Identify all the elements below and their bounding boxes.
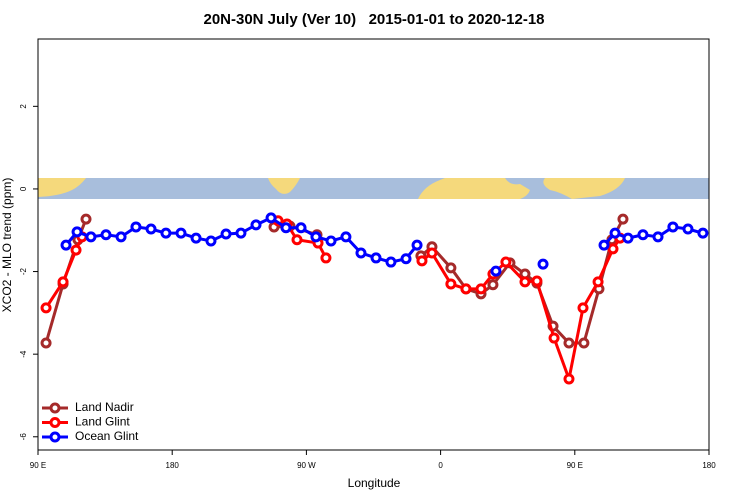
- legend-marker: [49, 431, 61, 443]
- chart-title: 20N-30N July (Ver 10) 2015-01-01 to 2020…: [203, 11, 544, 28]
- point: [130, 221, 142, 233]
- y-axis-label: XCO2 - MLO trend (ppm): [0, 178, 14, 313]
- x-tick-label: 0: [438, 461, 443, 470]
- point: [667, 221, 679, 233]
- point: [598, 239, 610, 251]
- point: [531, 275, 543, 287]
- point: [500, 256, 512, 268]
- point: [592, 276, 604, 288]
- point: [80, 213, 92, 225]
- point: [697, 227, 709, 239]
- point: [40, 302, 52, 314]
- point: [622, 232, 634, 244]
- point: [385, 256, 397, 268]
- point: [220, 228, 232, 240]
- point: [445, 278, 457, 290]
- point: [609, 227, 621, 239]
- point: [115, 231, 127, 243]
- point: [291, 234, 303, 246]
- point: [445, 262, 457, 274]
- point: [280, 222, 292, 234]
- point: [145, 223, 157, 235]
- point: [295, 222, 307, 234]
- legend-marker: [49, 417, 61, 428]
- point: [310, 231, 322, 243]
- point: [416, 255, 428, 267]
- point: [682, 223, 694, 235]
- point: [60, 239, 72, 251]
- point: [355, 247, 367, 259]
- y-tick-label: 2: [19, 104, 28, 109]
- x-tick-label: 90 E: [567, 461, 583, 470]
- x-tick-label: 180: [702, 461, 716, 470]
- point: [325, 235, 337, 247]
- point: [370, 252, 382, 264]
- point: [40, 337, 52, 349]
- x-axis-label: Longitude: [348, 476, 401, 490]
- y-tick-label: 0: [19, 186, 28, 191]
- point: [460, 283, 472, 295]
- point: [652, 231, 664, 243]
- point: [475, 283, 487, 295]
- legend-marker: [49, 402, 61, 414]
- y-tick-label: -4: [19, 350, 28, 358]
- point: [519, 276, 531, 288]
- x-tick-label: 90 E: [30, 461, 46, 470]
- point: [71, 226, 83, 238]
- point: [340, 231, 352, 243]
- point: [320, 252, 332, 264]
- point: [411, 239, 423, 251]
- point: [250, 219, 262, 231]
- y-tick-label: -2: [19, 267, 28, 275]
- point: [205, 235, 217, 247]
- x-tick-label: 180: [166, 461, 180, 470]
- y-tick-label: -6: [19, 433, 28, 441]
- point: [563, 373, 575, 385]
- point: [160, 227, 172, 239]
- plot-frame: [37, 38, 710, 451]
- point: [487, 279, 499, 291]
- point: [548, 332, 560, 344]
- legend-label: Land Nadir: [75, 400, 134, 414]
- point: [563, 337, 575, 349]
- point: [578, 337, 590, 349]
- point: [400, 253, 412, 265]
- legend-label: Land Glint: [75, 415, 130, 429]
- point: [617, 213, 629, 225]
- point: [190, 232, 202, 244]
- point: [577, 302, 589, 314]
- point: [175, 227, 187, 239]
- point: [607, 243, 619, 255]
- point: [537, 258, 549, 270]
- point: [265, 212, 277, 224]
- x-tick-label: 90 W: [297, 461, 316, 470]
- map-strip: [38, 178, 709, 199]
- legend-label: Ocean Glint: [75, 429, 139, 443]
- point: [57, 276, 69, 288]
- point: [100, 229, 112, 241]
- point: [235, 227, 247, 239]
- point: [426, 247, 438, 259]
- point: [85, 231, 97, 243]
- point: [70, 244, 82, 256]
- point: [637, 229, 649, 241]
- point: [490, 265, 502, 277]
